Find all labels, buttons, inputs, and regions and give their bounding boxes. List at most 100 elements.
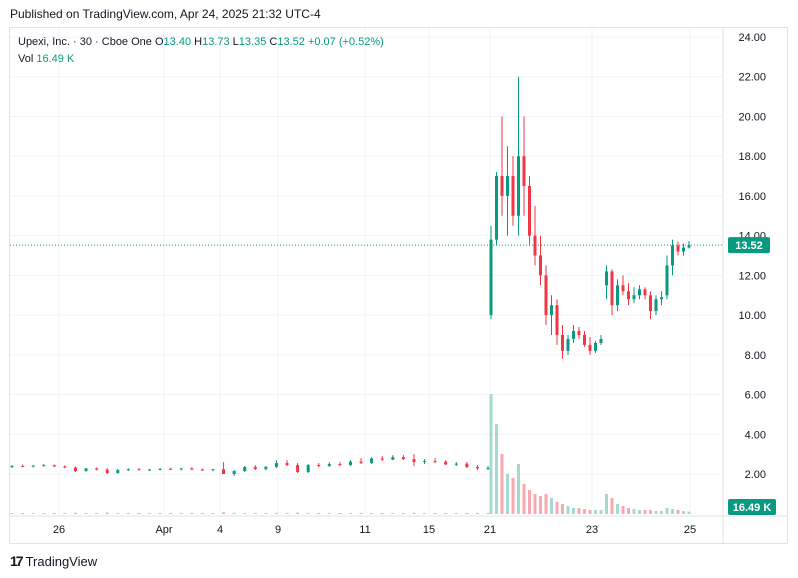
candle-body <box>285 463 289 466</box>
y-tick-label: 6.00 <box>745 390 766 402</box>
volume-bar <box>638 510 641 514</box>
candle-body <box>627 291 630 300</box>
volume-bar <box>52 513 56 514</box>
volume-bar <box>599 510 603 514</box>
x-tick-label: 21 <box>484 524 496 536</box>
candle-body <box>444 461 448 465</box>
volume-bar <box>528 490 531 514</box>
candle-body <box>465 463 469 468</box>
candle-body <box>550 305 553 316</box>
volume-bar <box>665 508 669 514</box>
volume-bar <box>232 512 236 514</box>
tradingview-footer[interactable]: 17 TradingView <box>10 553 97 569</box>
y-tick-label: 8.00 <box>745 350 766 362</box>
volume-value: 16.49 K <box>36 53 75 65</box>
candle-body <box>544 275 548 316</box>
candle-body <box>306 465 310 473</box>
volume-bar <box>588 510 592 514</box>
y-tick-label: 4.00 <box>745 429 766 441</box>
candle-body <box>594 342 597 351</box>
candle-body <box>583 334 586 345</box>
candle-body <box>632 295 636 300</box>
volume-bar <box>296 512 300 514</box>
legend-low-label: L <box>232 36 239 48</box>
volume-bar <box>137 513 141 514</box>
volume-bar <box>454 513 458 514</box>
volume-bar <box>327 513 331 514</box>
candle-body <box>84 468 88 472</box>
x-tick-label: 26 <box>53 524 65 536</box>
legend-symbol: Upexi, Inc. · 30 · Cboe One <box>18 36 152 48</box>
candle-body <box>561 334 564 351</box>
volume-bar <box>211 513 215 514</box>
volume-bar <box>566 506 570 514</box>
candle-body <box>555 305 559 335</box>
candle-body <box>359 461 363 464</box>
candle-body <box>665 265 669 296</box>
candle-body <box>638 289 641 296</box>
volume-bar <box>605 494 608 514</box>
volume-bar <box>391 513 395 514</box>
volume-bar <box>561 504 564 514</box>
volume-bar <box>522 484 526 514</box>
volume-bar <box>572 508 575 514</box>
candle-body <box>264 466 268 470</box>
volume-bar <box>583 509 586 514</box>
volume-bar <box>10 513 14 514</box>
volume-bar <box>222 512 226 514</box>
volume-bar <box>555 502 559 514</box>
candle-body <box>52 465 56 467</box>
candle-body <box>495 176 498 240</box>
candle-body <box>616 285 619 306</box>
volume-bar <box>253 513 257 514</box>
volume-bar <box>676 510 680 514</box>
candle-body <box>500 176 504 196</box>
candle-body <box>348 461 352 466</box>
volume-bar <box>84 513 88 514</box>
x-tick-label: 23 <box>586 524 598 536</box>
candle-body <box>253 467 257 470</box>
candle-body <box>169 468 173 470</box>
x-tick-label: 9 <box>275 524 281 536</box>
candle-body <box>126 469 130 471</box>
candle-body <box>338 464 342 466</box>
candle-body <box>232 471 236 474</box>
chart-legend: Upexi, Inc. · 30 · Cboe One O13.40 H13.7… <box>18 36 384 48</box>
legend-close-label: C <box>269 36 278 48</box>
candle-body <box>211 469 215 471</box>
volume-bar <box>380 513 384 514</box>
volume-bar <box>31 513 35 514</box>
volume-bar <box>671 509 674 514</box>
volume-bar <box>63 513 67 514</box>
volume-badge-label: 16.49 K <box>733 502 772 514</box>
volume-bar <box>126 513 130 514</box>
volume-bar <box>475 513 479 514</box>
legend-high-label: H <box>194 36 203 48</box>
x-tick-label: 11 <box>359 524 370 536</box>
volume-bar <box>359 513 363 514</box>
volume-bar <box>465 513 469 514</box>
candle-body <box>179 468 183 470</box>
candle-body <box>588 344 592 351</box>
volume-bar <box>489 394 493 514</box>
candle-body <box>116 470 120 474</box>
volume-bar <box>338 513 342 514</box>
candle-body <box>137 469 141 471</box>
published-caption: Published on TradingView.com, Apr 24, 20… <box>10 7 321 21</box>
volume-bar <box>444 513 448 514</box>
candle-body <box>433 461 437 463</box>
candle-body <box>528 185 531 236</box>
volume-bar <box>158 513 162 514</box>
y-tick-label: 24.00 <box>738 32 766 44</box>
volume-bar <box>486 513 490 514</box>
x-tick-label: Apr <box>155 524 172 536</box>
candle-body <box>370 458 374 464</box>
legend-high-value: 13.73 <box>202 36 230 48</box>
candle-body <box>327 464 331 467</box>
candle-body <box>687 245 691 248</box>
volume-bar <box>495 424 498 514</box>
volume-bar <box>632 509 636 514</box>
candle-body <box>190 468 194 470</box>
candle-body <box>654 299 658 312</box>
